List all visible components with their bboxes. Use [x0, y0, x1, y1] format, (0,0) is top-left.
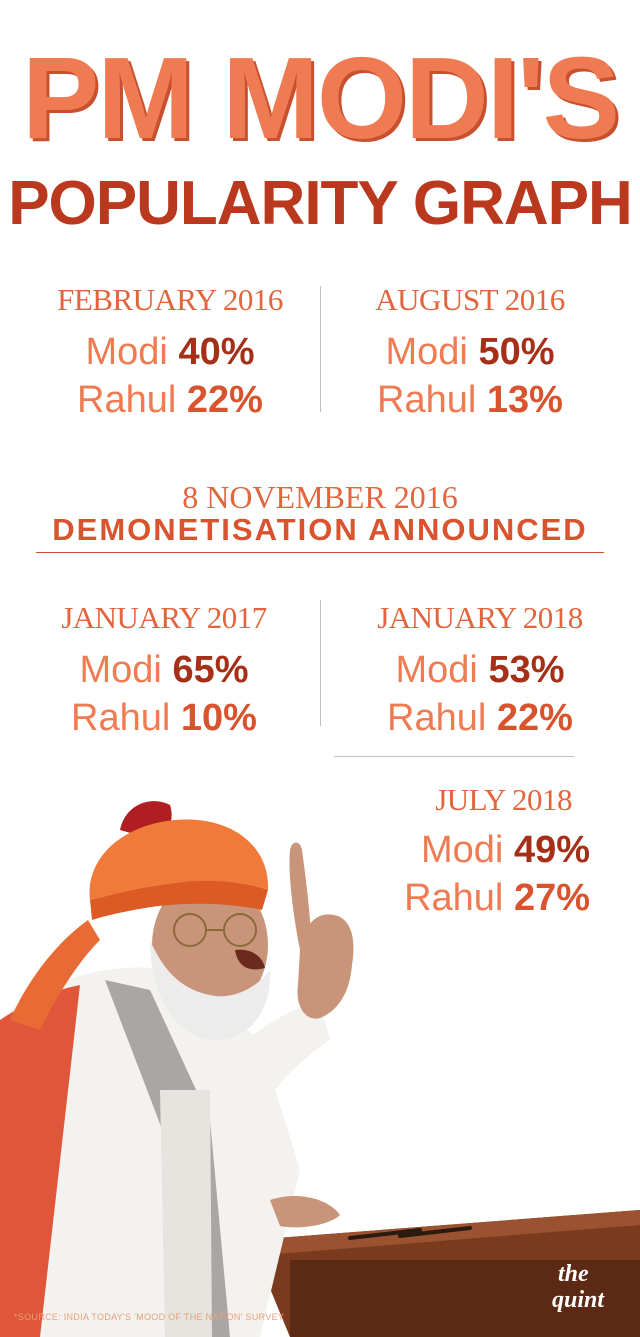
title-line-1: PM MODI'S — [21, 33, 620, 163]
rahul-row: Rahul 10% — [14, 694, 314, 742]
podium — [250, 1210, 640, 1337]
poll-august-2016: AUGUST 2016 Modi 50% Rahul 13% — [320, 280, 620, 424]
modi-value: 50% — [478, 331, 555, 373]
modi-label: Modi — [385, 331, 468, 373]
speaker-photo — [0, 801, 640, 1337]
modi-label: Modi — [79, 649, 162, 691]
poll-period: JANUARY 2017 — [61, 600, 267, 635]
body — [0, 967, 300, 1337]
divider-vertical — [320, 600, 321, 726]
poll-january-2017: JANUARY 2017 Modi 65% Rahul 10% — [14, 598, 314, 742]
modi-value: 40% — [178, 331, 255, 373]
head — [150, 875, 271, 1040]
modi-label: Modi — [85, 331, 168, 373]
divider-vertical — [320, 286, 321, 412]
modi-row: Modi 49% — [350, 826, 590, 874]
rahul-label: Rahul — [77, 379, 177, 421]
poll-period: JULY 2018 — [435, 782, 572, 817]
the-quint-logo: the quint — [546, 1262, 626, 1322]
modi-label: Modi — [421, 829, 504, 871]
event-label: DEMONETISATION ANNOUNCED — [52, 512, 588, 547]
poll-period: FEBRUARY 2016 — [57, 282, 283, 317]
modi-label: Modi — [395, 649, 478, 691]
rahul-row: Rahul 27% — [350, 874, 590, 922]
poll-january-2018: JANUARY 2018 Modi 53% Rahul 22% — [320, 598, 640, 742]
source-note: *SOURCE: INDIA TODAY'S 'MOOD OF THE NATI… — [14, 1312, 285, 1322]
title-line-2: POPULARITY GRAPH — [8, 169, 633, 238]
poll-period: JANUARY 2018 — [377, 600, 583, 635]
poll-july-2018: JULY 2018 Modi 49% Rahul 27% — [350, 780, 590, 922]
divider-horizontal — [36, 552, 604, 553]
rahul-label: Rahul — [377, 379, 477, 421]
event-date: 8 NOVEMBER 2016 — [182, 479, 458, 515]
modi-value: 65% — [172, 649, 249, 691]
modi-row: Modi 65% — [14, 646, 314, 694]
rahul-value: 10% — [180, 697, 257, 739]
rahul-row: Rahul 22% — [20, 376, 320, 424]
lower-hand — [270, 1195, 340, 1228]
rahul-value: 22% — [496, 697, 573, 739]
rahul-label: Rahul — [404, 877, 504, 919]
modi-value: 49% — [513, 829, 590, 871]
rahul-value: 27% — [513, 877, 590, 919]
modi-row: Modi 40% — [20, 328, 320, 376]
rahul-row: Rahul 22% — [320, 694, 640, 742]
modi-value: 53% — [488, 649, 565, 691]
raised-arm — [230, 842, 354, 1120]
rahul-value: 13% — [486, 379, 563, 421]
rahul-label: Rahul — [387, 697, 487, 739]
poll-period: AUGUST 2016 — [375, 282, 565, 317]
logo-line-1: the — [558, 1261, 589, 1287]
modi-row: Modi 53% — [320, 646, 640, 694]
modi-row: Modi 50% — [320, 328, 620, 376]
poll-february-2016: FEBRUARY 2016 Modi 40% Rahul 22% — [20, 280, 320, 424]
rahul-value: 22% — [186, 379, 263, 421]
divider-horizontal — [334, 756, 574, 757]
logo-line-2: quint — [552, 1287, 605, 1313]
rahul-label: Rahul — [71, 697, 171, 739]
rahul-row: Rahul 13% — [320, 376, 620, 424]
turban — [10, 801, 269, 1030]
